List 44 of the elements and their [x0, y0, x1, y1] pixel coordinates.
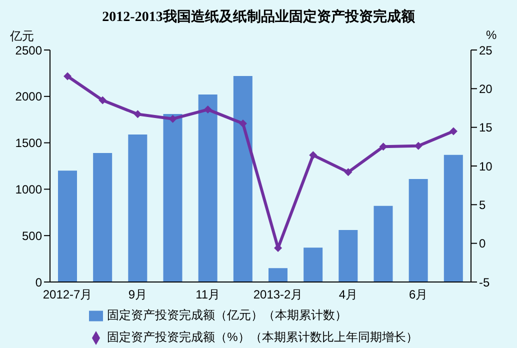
point	[64, 72, 72, 80]
y-axis-title: 亿元	[10, 28, 34, 45]
point	[238, 119, 247, 128]
x-tick-label: 4月	[338, 288, 358, 302]
point	[134, 110, 142, 118]
x-tick-label: 11月	[196, 288, 220, 302]
bar	[304, 248, 323, 282]
point	[204, 106, 212, 114]
x-tick-label: 9月	[128, 288, 148, 302]
x-tick-label: 2012-7月	[42, 288, 92, 302]
y2-axis-title: %	[486, 28, 497, 42]
y2-tick-label: 0	[479, 236, 486, 251]
y2-tick-label: 20	[479, 82, 493, 96]
bar	[268, 268, 288, 282]
x-tick-label: 6月	[409, 288, 428, 302]
bar	[374, 206, 393, 282]
legend-label: 固定资产投资完成额（%）（本期累计数比上年同期增长）	[107, 330, 418, 344]
chart-title: 2012-2013我国造纸及纸制品业固定资产投资完成额	[101, 8, 416, 26]
y2-tick-label: 15	[479, 120, 493, 135]
bar	[163, 114, 182, 282]
point	[309, 151, 318, 160]
y2-tick-label: 25	[479, 43, 493, 58]
bar	[93, 153, 112, 282]
y2-tick-label: 10	[479, 159, 493, 174]
bar	[444, 154, 463, 282]
y-tick-label: 1000	[15, 182, 42, 196]
bar	[58, 170, 77, 282]
bar	[338, 230, 358, 282]
y-tick-label: 2000	[15, 90, 42, 104]
point	[449, 127, 458, 136]
y-tick-label: 1500	[15, 136, 42, 150]
bar	[408, 178, 428, 282]
bar	[233, 76, 252, 282]
y2-tick-label: -5	[479, 275, 490, 290]
y2-tick-label: 5	[479, 198, 486, 212]
legend-label: 固定资产投资完成额（亿元）（本期累计数）	[107, 308, 348, 322]
point	[344, 168, 352, 176]
y-tick-label: 0	[35, 275, 42, 290]
bar	[198, 94, 218, 282]
y-tick-label: 500	[22, 228, 42, 243]
point	[98, 96, 107, 104]
y-tick-label: 2500	[15, 43, 42, 58]
bar	[128, 134, 148, 282]
x-tick-label: 2013-2月	[253, 288, 303, 302]
